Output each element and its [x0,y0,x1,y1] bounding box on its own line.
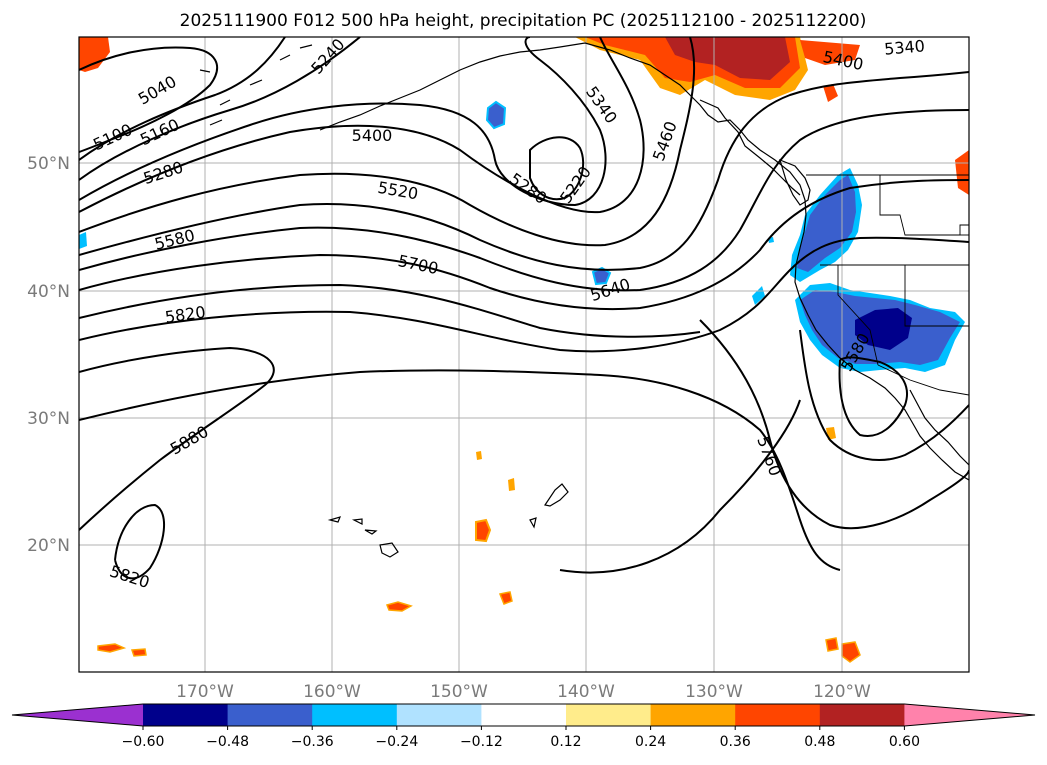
precip-positive-hawaii [97,427,861,663]
lon-label: 140°W [557,682,615,702]
colorbar-cell [819,704,905,726]
colorbar-cell [735,704,821,726]
precip-negative-west-us [752,168,965,372]
colorbar-tick-label: 0.36 [720,734,751,750]
colorbar-cell [566,704,652,726]
colorbar-tick-label: 0.24 [635,734,666,750]
lat-label: 40°N [27,282,70,302]
graticule [79,37,969,672]
contour-labels: 5040 5100 5160 5240 5280 5400 5520 5580 … [90,36,925,592]
precip-positive-canada-edge [955,150,969,195]
longitude-labels: 170°W 160°W 150°W 140°W 130°W 120°W [176,682,871,702]
contour-label: 5400 [352,126,393,145]
figure-title: 2025111900 F012 500 hPa height, precipit… [180,11,867,31]
colorbar-ticks: −0.60 −0.48 −0.36 −0.24 −0.12 0.12 0.24 0.36 0.4… [122,726,920,750]
colorbar-tick-label: 0.60 [889,734,920,750]
map-background [79,37,969,672]
lon-label: 120°W [813,682,871,702]
colorbar-cell [650,704,736,726]
lat-label: 50°N [27,154,70,174]
colorbar-tick-label: 0.12 [550,734,581,750]
colorbar: −0.60 −0.48 −0.36 −0.24 −0.12 0.12 0.24 0.36 0.4… [11,703,1036,750]
height-contours [79,37,969,580]
lon-label: 130°W [685,682,743,702]
colorbar-tick-label: −0.12 [460,734,503,750]
colorbar-tick-label: −0.24 [375,734,418,750]
colorbar-tick-label: 0.48 [804,734,835,750]
map-panel: 5040 5100 5160 5240 5280 5400 5520 5580 … [78,36,970,673]
colorbar-cell [227,704,313,726]
political-borders [806,174,969,396]
lon-label: 160°W [303,682,361,702]
precip-positive-alaska [575,37,860,102]
colorbar-cells [11,703,1036,727]
colorbar-cell [143,704,229,726]
latitude-labels: 50°N 40°N 30°N 20°N [27,154,70,556]
precip-positive-nw-corner [79,37,110,72]
lat-label: 20°N [27,536,70,556]
lon-label: 150°W [430,682,488,702]
colorbar-tick-label: −0.36 [291,734,334,750]
colorbar-tick-label: −0.60 [122,734,165,750]
precip-negative-ocean [79,100,612,286]
colorbar-cell [481,704,567,726]
contour-label: 5340 [883,36,925,58]
coastlines [199,42,969,558]
map-frame [78,36,970,673]
colorbar-cell [312,704,398,726]
lon-label: 170°W [176,682,234,702]
colorbar-cell [396,704,482,726]
colorbar-extend-high [904,704,1035,726]
lat-label: 30°N [27,409,70,429]
colorbar-extend-low [12,704,143,726]
colorbar-tick-label: −0.48 [206,734,249,750]
